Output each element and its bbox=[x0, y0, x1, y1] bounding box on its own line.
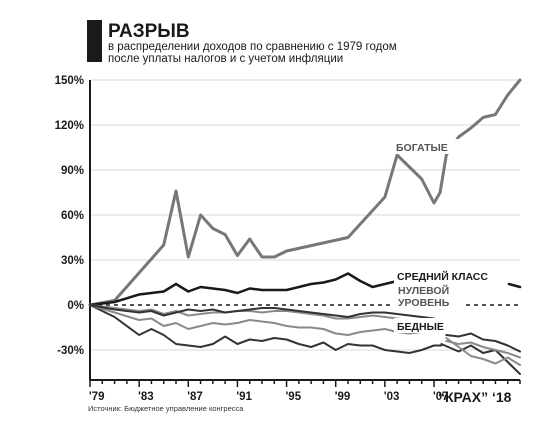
series-line-middle bbox=[507, 282, 522, 289]
rich-label-bg bbox=[392, 139, 462, 154]
series-line-poor_d bbox=[445, 332, 521, 353]
series-line-poor_a bbox=[440, 343, 521, 375]
y-tick-label: 150% bbox=[55, 75, 84, 87]
series-line-poor_c bbox=[445, 340, 521, 359]
x-tick-label: '95 bbox=[286, 391, 302, 403]
series-lines bbox=[88, 78, 522, 375]
series-line-poor_b bbox=[89, 304, 435, 336]
zero-level-label-line-1: НУЛЕВОЙ bbox=[398, 284, 449, 297]
chart-subtitle-line-2: после уплаты налогов и с учетом инфляции bbox=[108, 53, 343, 65]
x-tick-label: '83 bbox=[138, 391, 154, 403]
poor-label: БЕДНЫЕ bbox=[397, 321, 444, 333]
zero-level-label-line-2: УРОВЕНЬ bbox=[398, 297, 450, 309]
series-line-rich bbox=[88, 78, 522, 307]
y-tick-label: 30% bbox=[61, 255, 84, 267]
middle-label-bg bbox=[394, 268, 509, 283]
poor-label-bg bbox=[394, 318, 449, 333]
gridlines bbox=[90, 79, 520, 351]
chart-title: РАЗРЫВ bbox=[108, 21, 190, 42]
y-tick-label: 0% bbox=[67, 300, 84, 312]
series-line-poor_c bbox=[89, 304, 435, 324]
y-tick-label: 120% bbox=[55, 120, 84, 132]
rich-label: БОГАТЫЕ bbox=[396, 142, 448, 154]
x-tick-label: '91 bbox=[236, 391, 252, 403]
chart-subtitle-line-1: в распределении доходов по сравнению с 1… bbox=[108, 41, 397, 53]
y-tick-label: 60% bbox=[61, 210, 84, 222]
x-tick-label: '79 bbox=[89, 391, 105, 403]
axes: -30% 0% 30% 60% 90% 120% 150% '79 '83 '87 '91 '95 '9… bbox=[55, 75, 521, 403]
series-line-poor_a bbox=[89, 304, 443, 354]
title-marker-bar bbox=[87, 20, 102, 62]
x-tick-label: '87 bbox=[187, 391, 203, 403]
brand-mark: “КРАХ” ‘18 bbox=[438, 389, 512, 405]
middle-class-label: СРЕДНИЙ КЛАСС bbox=[397, 270, 488, 283]
x-tick-label: '99 bbox=[335, 391, 351, 403]
source-note: Источник: Бюджетное управление конгресса bbox=[88, 404, 244, 413]
x-tick-label: '07 bbox=[433, 391, 449, 403]
x-tick-label: '03 bbox=[384, 391, 400, 403]
series-line-middle bbox=[88, 270, 431, 307]
y-tick-label: -30% bbox=[57, 345, 84, 357]
series-line-poor_d bbox=[89, 304, 435, 320]
zero-label-bg bbox=[394, 284, 464, 310]
series-line-poor_b bbox=[445, 337, 521, 366]
y-tick-label: 90% bbox=[61, 165, 84, 177]
